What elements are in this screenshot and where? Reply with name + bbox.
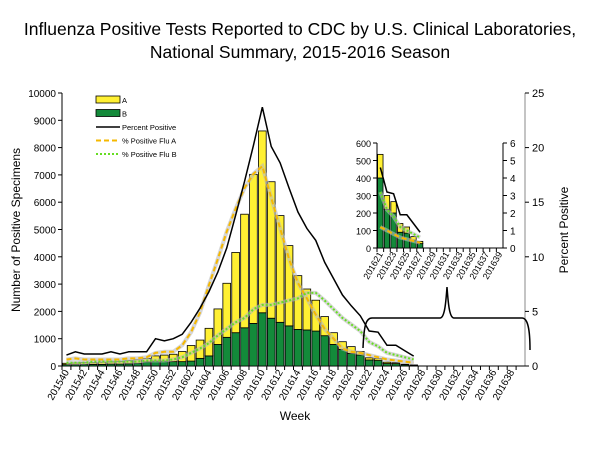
- bar-b: [222, 336, 231, 367]
- chart-title-line1: Influenza Positive Tests Reported to CDC…: [23, 19, 577, 39]
- bar-b: [213, 344, 223, 367]
- inset-y2-tick-label: 0: [510, 244, 516, 255]
- bar-a: [275, 215, 285, 323]
- bar-a: [284, 245, 294, 327]
- y2-tick-label: 0: [532, 361, 538, 373]
- bar-a: [382, 361, 392, 364]
- inset-bracket: [362, 286, 531, 351]
- bar-b: [311, 330, 321, 367]
- legend-label: Percent Positive: [122, 123, 176, 132]
- y-tick-label: 0: [50, 362, 56, 373]
- y2-tick-label: 5: [532, 306, 538, 318]
- x-axis-label: Week: [280, 409, 311, 423]
- legend-label: % Positive Flu A: [122, 137, 176, 146]
- inset-chart: 0100200300400500600012345620162120162320…: [356, 139, 516, 281]
- y-tick-label: 1000: [34, 335, 57, 346]
- inset-bar-a: [377, 153, 384, 179]
- legend-swatch-A: [95, 95, 121, 104]
- bar-a: [364, 357, 374, 361]
- y-axis-label: Number of Positive Specimens: [9, 148, 23, 312]
- inset-y-tick-label: 300: [356, 192, 371, 202]
- bar-b: [177, 361, 187, 367]
- inset-y-tick-label: 400: [356, 174, 371, 184]
- bar-b: [284, 325, 294, 367]
- bar-b: [356, 354, 365, 367]
- bar-a: [391, 362, 401, 365]
- bar-a: [258, 130, 267, 314]
- bar-a: [222, 282, 231, 338]
- y-tick-label: 6000: [34, 198, 57, 209]
- inset-flu-b-line: [379, 191, 421, 239]
- y2-tick-label: 20: [532, 143, 544, 155]
- bar-a: [213, 308, 223, 345]
- y-tick-label: 8000: [34, 144, 57, 155]
- bar-b: [169, 361, 178, 367]
- legend-label: A: [122, 96, 127, 105]
- bar-a: [400, 363, 410, 366]
- inset-y2-tick-label: 6: [510, 139, 516, 150]
- inset-y2-tick-label: 1: [510, 227, 516, 238]
- bar-a: [266, 181, 276, 319]
- bar-b: [266, 317, 276, 367]
- inset-flu-a-line: [379, 226, 421, 244]
- bar-b: [133, 362, 142, 367]
- bar-b: [186, 360, 196, 367]
- y-tick-label: 7000: [34, 171, 57, 182]
- legend: AB Percent Positive % Positive Flu A % Posi…: [95, 95, 177, 159]
- bar-a: [231, 252, 240, 334]
- bar-b: [347, 353, 356, 367]
- y-tick-label: 2000: [34, 307, 57, 318]
- bar-b: [249, 323, 258, 367]
- bar-b: [338, 348, 347, 367]
- inset-y-tick-label: 500: [356, 157, 371, 167]
- bar-b: [204, 355, 214, 367]
- bar-b: [231, 332, 240, 367]
- y2-tick-label: 25: [532, 88, 544, 100]
- bar-a: [240, 213, 249, 329]
- inset-y2-tick-label: 4: [510, 174, 516, 185]
- bar-b: [329, 344, 338, 367]
- inset-y2-tick-label: 2: [510, 209, 516, 220]
- inset-y2-tick-label: 5: [510, 157, 516, 168]
- y-tick-label: 9000: [34, 116, 57, 127]
- bar-b: [364, 359, 374, 367]
- bar-b: [240, 327, 249, 367]
- y2-tick-label: 10: [532, 252, 544, 264]
- y-tick-label: 5000: [34, 226, 57, 237]
- chart-title-line2: National Summary, 2015-2016 Season: [149, 42, 451, 62]
- bar-b: [302, 329, 312, 367]
- bar-b: [373, 360, 383, 367]
- flu-b-line: [66, 291, 414, 364]
- bar-a: [249, 173, 258, 324]
- bar-a: [293, 275, 303, 330]
- legend-swatch-B: [95, 109, 121, 117]
- bar-b: [275, 321, 285, 367]
- inset-y-tick-label: 600: [356, 139, 371, 149]
- percent-positive-line: [66, 107, 415, 357]
- inset-y-tick-label: 0: [366, 244, 371, 254]
- flu-a-line: [66, 164, 414, 364]
- legend-label: % Positive Flu B: [122, 150, 177, 159]
- y-tick-label: 3000: [34, 280, 57, 291]
- y2-tick-label: 15: [532, 197, 544, 209]
- y-tick-label: 4000: [34, 253, 57, 264]
- inset-percent-positive-line: [379, 167, 421, 233]
- inset-bar-a: [390, 201, 397, 214]
- bar-b: [195, 357, 205, 367]
- inset-y-tick-label: 200: [356, 209, 371, 219]
- chart-title: Influenza Positive Tests Reported to CDC…: [0, 18, 600, 64]
- inset-y2-tick-label: 3: [510, 192, 516, 203]
- y2-axis-label: Percent Positive: [557, 186, 571, 273]
- y-tick-label: 10000: [28, 89, 56, 100]
- legend-label: B: [122, 110, 127, 119]
- inset-bar-b: [377, 177, 384, 249]
- main-axes: 0100020003000400050006000700080009000100…: [28, 88, 544, 402]
- bar-b: [293, 329, 303, 367]
- bar-b: [320, 335, 329, 367]
- bar-b: [258, 312, 267, 367]
- inset-y-tick-label: 100: [356, 227, 371, 237]
